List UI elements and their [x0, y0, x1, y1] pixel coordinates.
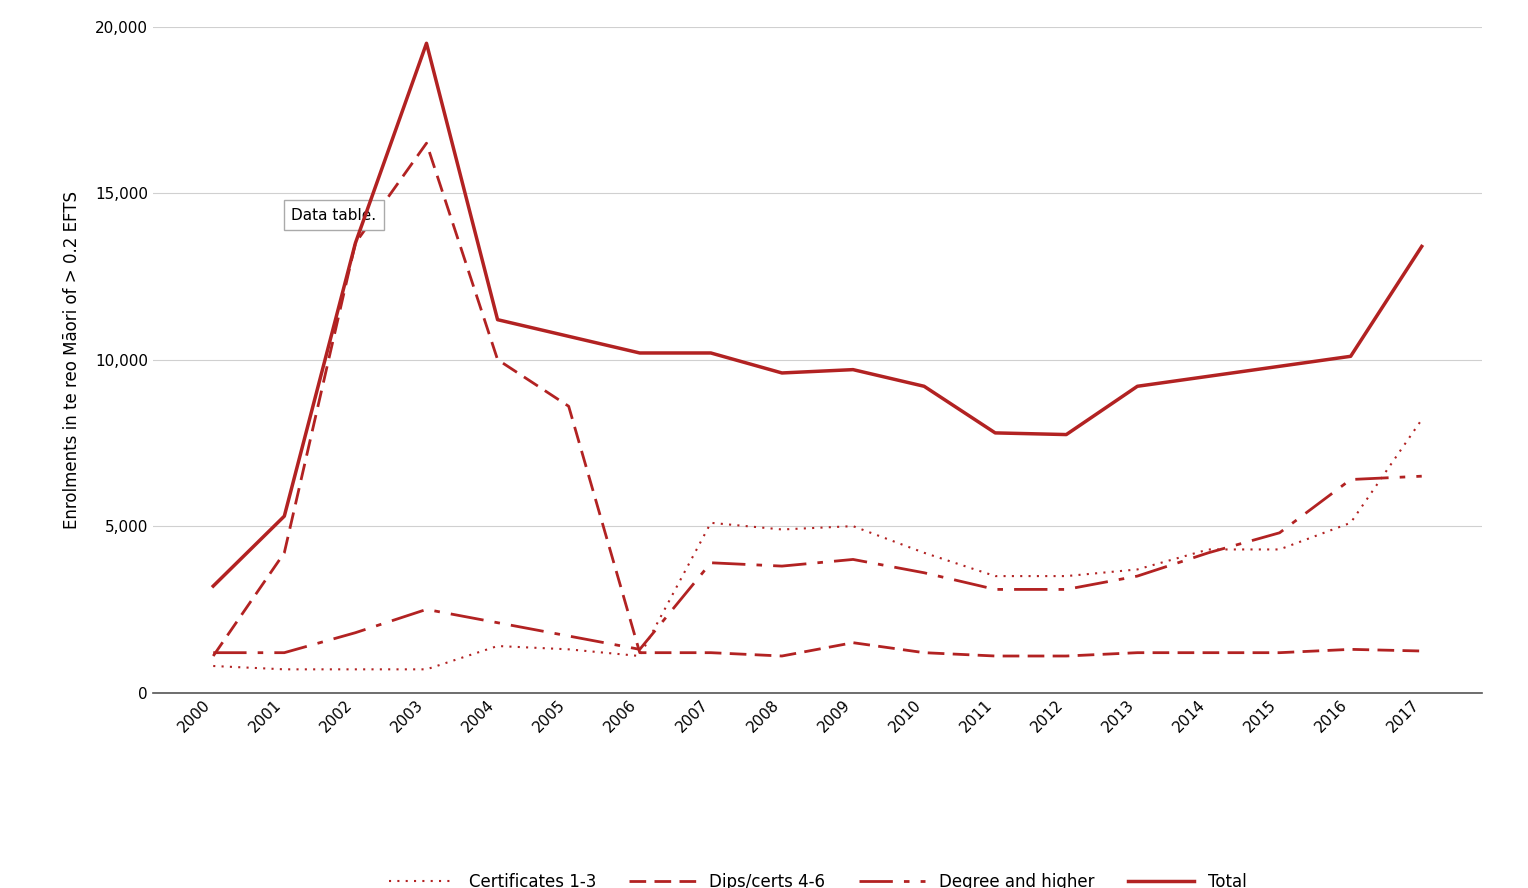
- Text: Data table.: Data table.: [292, 208, 376, 223]
- Legend: Certificates 1-3, Dips/certs 4-6, Degree and higher, Total: Certificates 1-3, Dips/certs 4-6, Degree…: [382, 866, 1253, 888]
- Y-axis label: Enrolments in te reo Māori of > 0.2 EFTS: Enrolments in te reo Māori of > 0.2 EFTS: [63, 191, 81, 528]
